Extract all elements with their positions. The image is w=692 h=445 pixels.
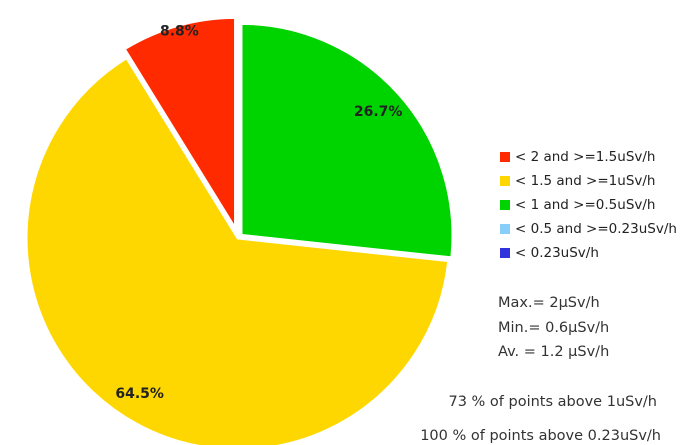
legend-label: < 1 and >=0.5uSv/h — [515, 197, 655, 213]
pie-slice — [122, 15, 238, 235]
stat-note: 73 % of points above 1uSv/h — [448, 394, 657, 410]
stat-note: Av. = 1.2 µSv/h — [498, 344, 609, 360]
slice-label: 64.5% — [115, 386, 164, 402]
slice-label: 26.7% — [354, 104, 403, 120]
slice-label: 8.8% — [160, 24, 199, 40]
stat-note: 100 % of points above 0.23uSv/h — [420, 428, 661, 444]
legend-label: < 0.5 and >=0.23uSv/h — [515, 221, 677, 237]
stat-note: Max.= 2µSv/h — [498, 295, 600, 311]
legend-swatch — [500, 176, 510, 186]
legend-swatch — [500, 248, 510, 258]
legend-label: < 2 and >=1.5uSv/h — [515, 149, 655, 165]
stat-note: Min.= 0.6µSv/h — [498, 320, 609, 336]
legend-swatch — [500, 224, 510, 234]
legend-label: < 1.5 and >=1uSv/h — [515, 173, 655, 189]
legend-swatch — [500, 152, 510, 162]
legend-label: < 0.23uSv/h — [515, 245, 599, 261]
legend-swatch — [500, 200, 510, 210]
pie-slice — [239, 21, 455, 260]
pie-slice — [24, 55, 451, 445]
